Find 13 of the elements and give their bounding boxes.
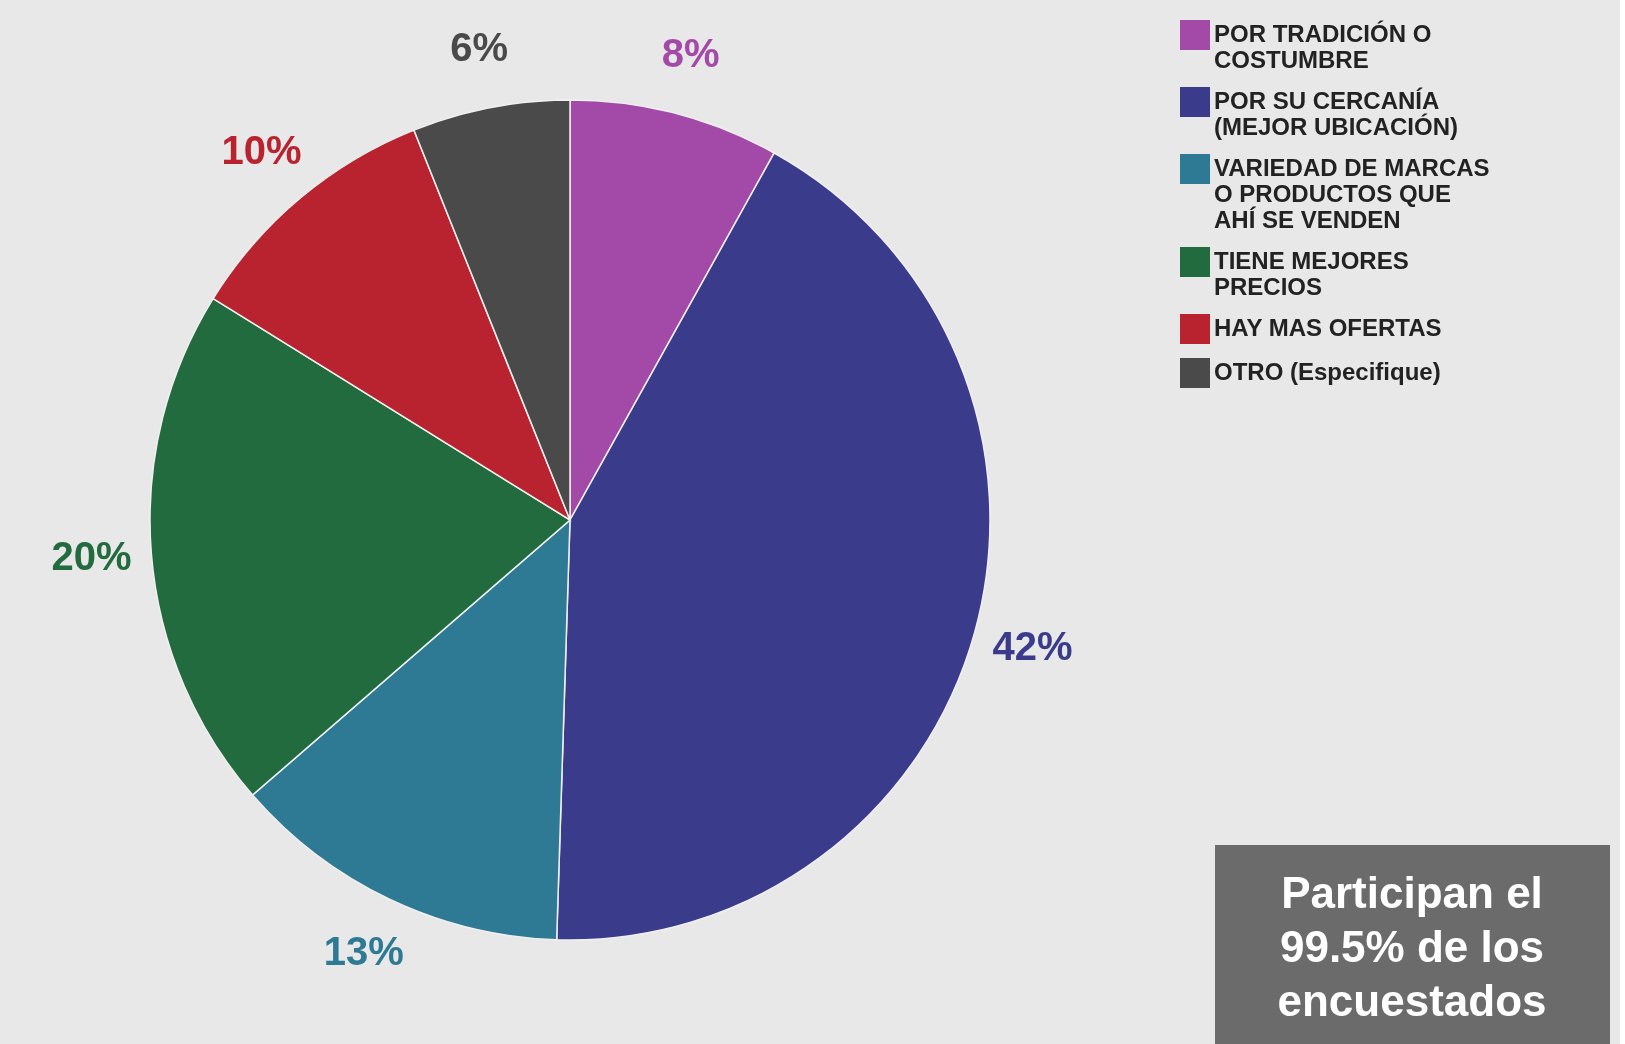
legend-label: HAY MAS OFERTAS — [1214, 314, 1442, 341]
data-label: 8% — [661, 31, 720, 76]
legend-label: POR TRADICIÓN O COSTUMBRE — [1214, 20, 1432, 73]
text: Participan el 99.5% de los encuestados — [1277, 868, 1547, 1025]
data-label: 13% — [323, 929, 404, 974]
data-label: 10% — [221, 128, 302, 173]
data-label: 42% — [992, 623, 1073, 668]
legend-label: VARIEDAD DE MARCAS O PRODUCTOS QUE AHÍ SE VENDEN — [1214, 154, 1490, 233]
data-label: 6% — [450, 24, 509, 69]
legend-label: TIENE MEJORES PRECIOS — [1214, 247, 1409, 300]
data-label: 20% — [51, 534, 132, 579]
legend-label: OTRO (Especifique) — [1214, 358, 1441, 385]
legend-label: POR SU CERCANÍA (MEJOR UBICACIÓN) — [1214, 87, 1458, 140]
